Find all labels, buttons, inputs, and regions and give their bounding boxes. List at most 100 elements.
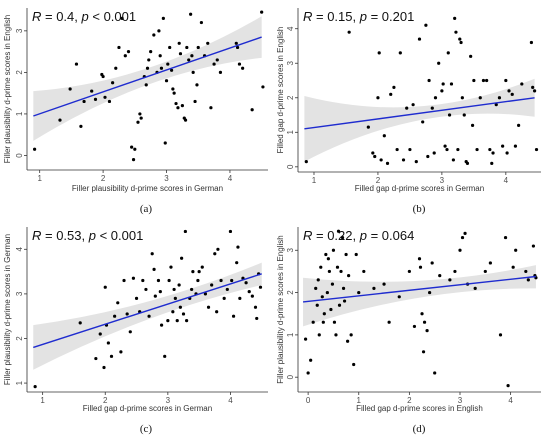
r-symbol: R <box>303 228 312 243</box>
data-point <box>106 341 110 345</box>
data-point <box>234 41 238 45</box>
data-point <box>458 37 462 41</box>
data-point <box>433 96 438 100</box>
data-point <box>428 290 432 295</box>
regression-line <box>302 275 537 303</box>
data-point <box>494 103 498 107</box>
data-point <box>241 66 245 70</box>
data-point <box>395 147 399 152</box>
data-point <box>325 290 329 295</box>
data-point <box>505 151 509 155</box>
data-point <box>98 332 102 336</box>
data-point <box>158 54 162 58</box>
data-point <box>169 265 173 269</box>
data-point <box>159 66 164 70</box>
data-point <box>176 106 180 110</box>
data-point <box>177 283 181 287</box>
data-point <box>337 303 342 307</box>
y-tick-label: 2 <box>286 95 295 100</box>
chart-panel-c: 1 2 3 4 1 2 3 4 R = 0.53, p < 0.001 Filled gap d-… <box>3 227 268 435</box>
r-symbol: R <box>32 228 41 243</box>
data-point <box>258 285 263 289</box>
data-point <box>238 296 242 300</box>
data-point <box>183 118 188 122</box>
data-point <box>372 286 376 290</box>
data-point <box>417 257 422 261</box>
stat-annotation: R = 0.53, p < 0.001 <box>32 228 143 243</box>
data-point <box>166 319 170 323</box>
data-point <box>354 252 358 257</box>
data-point <box>131 276 136 280</box>
data-point <box>463 231 467 235</box>
data-point <box>481 78 486 83</box>
r-value: = 0.15, <box>312 9 359 24</box>
data-point <box>437 61 441 65</box>
data-point <box>139 116 143 120</box>
data-point <box>219 278 223 283</box>
data-point <box>74 62 79 66</box>
chart-panel-b: 1 2 3 4 0 1 2 3 4 R = 0.15, p = 0.201 Filled gap d… <box>276 8 541 215</box>
data-point <box>180 256 184 260</box>
data-point <box>510 92 514 96</box>
data-point <box>250 294 254 298</box>
data-point <box>485 78 489 83</box>
data-point <box>225 287 229 292</box>
data-point <box>163 141 167 145</box>
y-tick-label: 3 <box>286 60 295 65</box>
data-point <box>347 274 351 278</box>
data-point <box>324 252 328 257</box>
data-point <box>411 103 415 107</box>
data-point <box>420 312 424 316</box>
data-point <box>424 23 428 27</box>
data-point <box>316 278 320 282</box>
data-point <box>102 365 106 370</box>
data-point <box>524 269 528 274</box>
data-point <box>478 96 482 100</box>
data-point <box>123 54 127 58</box>
data-point <box>462 113 466 117</box>
data-point <box>453 16 457 20</box>
data-point <box>531 244 536 248</box>
data-point <box>511 265 515 269</box>
data-point <box>341 286 346 290</box>
r-value: = 0.53, <box>41 228 88 243</box>
data-point <box>244 281 248 285</box>
y-tick-label: 0 <box>286 374 295 379</box>
data-point <box>215 310 219 314</box>
data-point <box>330 282 335 286</box>
data-point <box>347 30 351 34</box>
data-point <box>133 147 137 151</box>
data-point <box>114 66 118 70</box>
panel-caption: (d) <box>413 423 426 435</box>
x-tick-label: 1 <box>312 176 317 185</box>
data-point <box>206 305 211 309</box>
y-tick-label: 2 <box>15 70 24 75</box>
panel-caption: (a) <box>140 203 153 215</box>
data-point <box>385 161 390 165</box>
data-point <box>236 245 240 249</box>
data-point <box>438 274 442 278</box>
data-point <box>150 252 154 256</box>
data-point <box>382 134 386 138</box>
data-point <box>342 299 347 303</box>
data-point <box>366 125 370 129</box>
data-point <box>430 261 434 265</box>
data-point <box>504 78 508 83</box>
data-point <box>454 30 458 34</box>
data-point <box>317 333 321 337</box>
data-point <box>514 248 518 252</box>
data-point <box>130 145 134 149</box>
data-point <box>405 106 409 110</box>
y-tick-label: 2 <box>286 290 295 295</box>
data-point <box>247 290 251 294</box>
data-point <box>144 287 148 292</box>
stat-annotation: R = 0.15, p = 0.201 <box>303 9 414 24</box>
data-point <box>126 50 131 54</box>
x-tick-label: 2 <box>407 396 412 405</box>
data-point <box>417 37 422 41</box>
data-point <box>199 20 204 25</box>
data-point <box>103 285 107 289</box>
data-point <box>332 320 337 324</box>
data-point <box>195 83 199 87</box>
data-point <box>421 120 425 124</box>
